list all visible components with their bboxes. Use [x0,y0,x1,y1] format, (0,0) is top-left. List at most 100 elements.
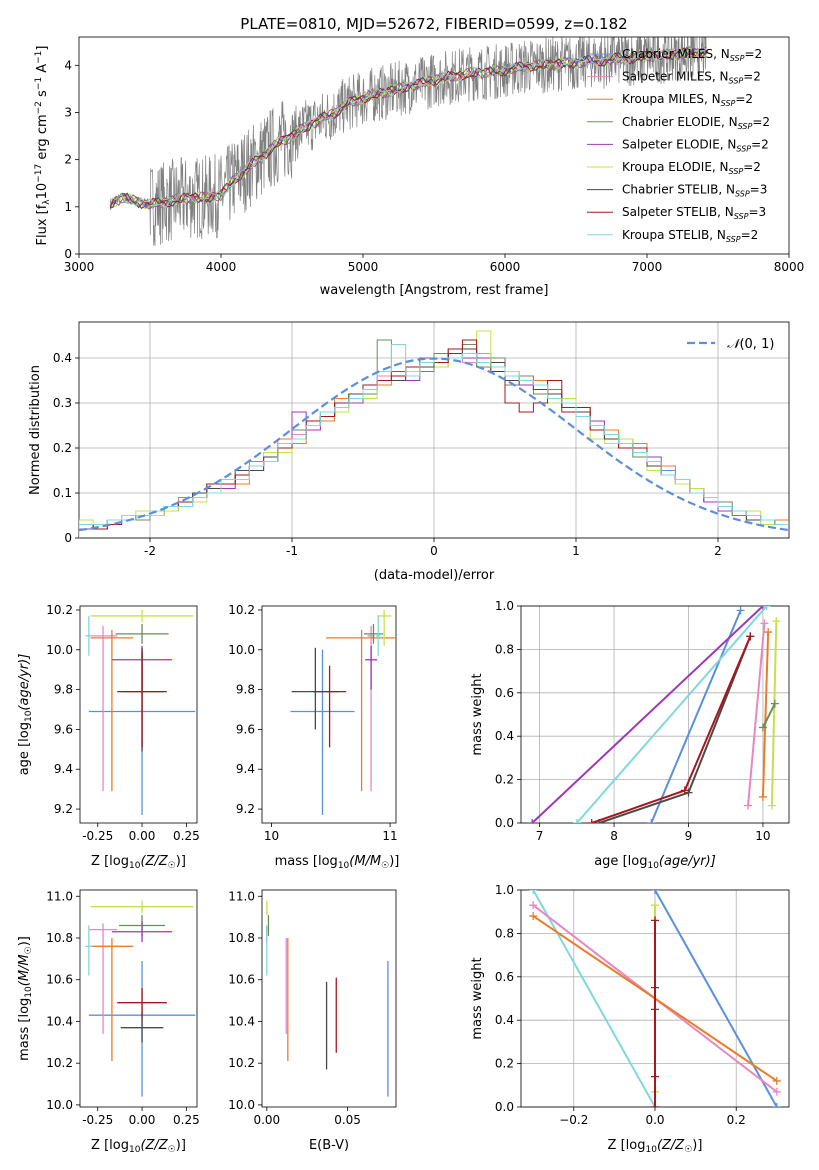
mass-weight-marker [758,606,767,610]
x-axis-label: Z [log10(Z/Z☉)] [91,854,186,871]
y-tick-label: 10.0 [46,643,73,657]
y-axis-label: age [log10(age/yr)] [17,654,34,776]
legend-label: Salpeter ELODIE, N [622,137,736,151]
y-label-unit: s [35,90,50,101]
plot-area [85,900,196,1097]
y-tick-label: 9.6 [236,722,255,736]
legend-label: Salpeter MILES, N [622,70,729,84]
model-spectrum-line [110,46,707,210]
y-tick-label: 9.2 [236,802,255,816]
y-label-tail: (age/yr)] [17,654,32,711]
mass-weight-marker [651,1103,659,1107]
legend-entry: Salpeter STELIB, NSSP=3 [622,205,766,221]
y-label-close: ] [35,46,50,51]
y-tick-label: 0.3 [53,396,72,410]
plot-area [79,330,789,538]
mass-weight-marker [760,619,769,628]
y-axis-label: mass weight [470,957,485,1039]
legend-label: Kroupa MILES, N [622,92,721,106]
x-tick-label: 7000 [632,260,663,274]
x-label-main: Z [log [608,1138,646,1153]
weight-vs-metallicity-panel: −0.2 0.0 0.2 0.0 0.2 0.4 0.6 0.8 1.0 Z [log10(Z/Z… [470,883,790,1155]
x-label-close: )] [692,1138,702,1153]
mass-weight-marker [680,786,689,795]
x-label-tail: (Z/Z [140,1138,168,1153]
figure-title: PLATE=0810, MJD=52672, FIBERID=0599, z=0… [240,15,627,33]
x-label-close: )] [176,1138,186,1153]
mass-weight-line [650,609,742,823]
legend-tail: =2 [743,160,761,174]
x-tick-label: 10 [264,829,279,843]
x-tick-label: -2 [144,544,156,558]
y-tick-label: 4 [64,58,72,72]
mass-weight-marker [762,606,771,610]
y-tick-label: 10.0 [228,1098,255,1112]
mass-weight-marker [651,901,659,910]
x-label-main: Z [log [91,854,129,869]
y-label-main: mass [log [17,998,32,1061]
x-tick-label: -0.25 [82,829,113,843]
legend-tail: =2 [752,115,770,129]
y-axis-label: Flux [fλ10−17 erg cm−2 s−1 A−1] [34,46,52,246]
x-axis-label: E(B-V) [309,1138,349,1153]
mass-weight-marker [529,901,538,910]
x-axis-label: mass [log10(M/M☉)] [275,854,400,871]
mass-weight-marker [764,628,773,637]
mass-weight-line [654,890,778,1107]
y-axis-label: mass [log10(M/M☉)] [17,936,34,1061]
axes-frame [261,605,397,824]
y-tick-label: 10.8 [46,931,73,945]
legend-sub: SSP [735,190,750,199]
y-tick-label: 10.2 [228,603,255,617]
legend-tail: =2 [751,137,769,151]
x-tick-label: 0.2 [727,1113,746,1127]
mass-weight-line [761,632,770,797]
y-label-exp: −1 [34,51,44,64]
y-tick-label: 0.6 [495,686,514,700]
mass-weight-marker [651,1072,659,1081]
x-tick-label: 0.25 [173,829,200,843]
x-tick-label: -1 [286,544,298,558]
x-label-sub: 10 [647,861,659,871]
x-tick-label: 2 [714,544,722,558]
mass-weight-marker [528,819,537,823]
mass-weight-line [532,890,656,1107]
mass-weight-line [531,606,764,823]
mass-weight-marker [647,819,656,823]
y-label-exp: −2 [34,101,44,114]
y-tick-label: 9.2 [54,802,73,816]
legend-entry: Salpeter ELODIE, NSSP=2 [622,137,769,153]
mass-weight-marker [772,1076,781,1085]
axes-frame [261,889,397,1108]
y-tick-label: 9.4 [236,762,255,776]
x-tick-label: -0.25 [82,1113,113,1127]
y-tick-label: 10.6 [228,973,255,987]
x-label-sub: 10 [338,861,350,871]
y-label-unit: A [35,64,50,77]
x-axis-label: Z [log10(Z/Z☉)] [91,1138,186,1155]
age-vs-metallicity-panel: -0.25 0.00 0.259.29.49.69.810.010.2Z [log1… [17,603,200,871]
x-axis-label: wavelength [Angstrom, rest frame] [320,283,549,298]
mass-weight-line [591,635,752,823]
mass-weight-marker [651,916,659,925]
mass-weight-line [576,606,768,823]
y-tick-label: 0.2 [495,1057,514,1071]
mass-weight-marker [772,1103,781,1107]
plot-area [529,890,781,1107]
mass-weight-marker [587,819,596,823]
y-label-close: )] [17,936,32,946]
legend-label: Salpeter STELIB, N [622,205,734,219]
mass-weight-marker [529,912,538,921]
x-axis-label: (data-model)/error [374,568,495,583]
legend-entry: Salpeter MILES, NSSP=2 [622,70,761,86]
plot-area [85,609,196,816]
y-tick-label: 0.1 [53,486,72,500]
y-tick-label: 1.0 [495,883,514,897]
x-tick-label: 0.00 [129,1113,156,1127]
mass-weight-line [747,623,766,806]
x-tick-label: 6000 [490,260,521,274]
mass-weight-marker [758,723,767,732]
y-tick-label: 10.6 [46,973,73,987]
y-tick-label: 9.8 [236,683,255,697]
